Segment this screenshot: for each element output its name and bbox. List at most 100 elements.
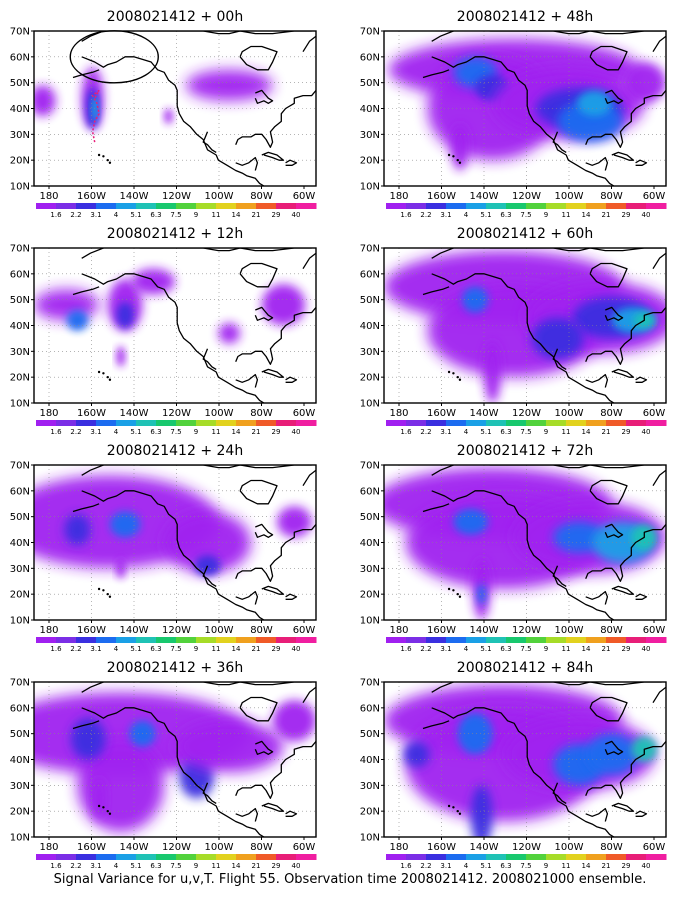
colorbar-swatch [76, 854, 97, 860]
colorbar-swatch [406, 854, 427, 860]
colorbar-swatch [626, 420, 647, 426]
colorbar-label: 2.2 [420, 428, 431, 436]
baja-coastline [202, 565, 217, 587]
hawaii-island [456, 375, 459, 379]
arctic-island-coastline [302, 469, 316, 487]
longitude-tick-label: 140W [120, 191, 149, 202]
colorbar-label: 40 [642, 428, 651, 436]
colorbar: 1.6 2.2 3.1 4 5.1 6.3 7.5 9 11 14 21 29 40 [36, 203, 317, 219]
colorbar-swatch [116, 420, 137, 426]
grid-lines [384, 682, 666, 837]
colorbar-label: 6.3 [150, 211, 161, 219]
colorbar-swatch [36, 854, 57, 860]
cuba-coastline [611, 585, 635, 595]
colorbar-label: 5.1 [480, 211, 491, 219]
latitude-tick-label: 40N [360, 538, 380, 549]
colorbar-swatch [446, 203, 467, 209]
colorbar-label: 7.5 [520, 211, 531, 219]
colorbar-label: 5.1 [130, 211, 141, 219]
longitude-tick-label: 120W [162, 625, 191, 636]
hispaniola-coastline [635, 159, 648, 166]
colorbar-label: 40 [292, 862, 301, 870]
colorbar-label: 4 [114, 862, 119, 870]
variance-contour [164, 511, 251, 574]
colorbar-swatch [506, 420, 527, 426]
colorbar-label: 1.6 [400, 211, 412, 219]
variance-contour [116, 558, 126, 579]
hawaii-island [97, 804, 101, 808]
colorbar-swatch [116, 203, 137, 209]
arctic-island-coastline [652, 686, 666, 704]
colorbar: 1.6 2.2 3.1 4 5.1 6.3 7.5 9 11 14 21 29 40 [36, 854, 317, 870]
colorbar-label: 5.1 [480, 645, 491, 653]
latitude-tick-label: 70N [360, 461, 380, 472]
colorbar-swatch [466, 420, 487, 426]
colorbar-swatch [586, 854, 607, 860]
aleutian-coastline [422, 69, 450, 79]
variance-contour [116, 302, 134, 329]
latitude-tick-label: 30N [360, 564, 380, 575]
variance-contour [462, 286, 489, 313]
colorbar-swatch [486, 420, 507, 426]
colorbar-label: 1.6 [400, 428, 412, 436]
east-coastline [585, 89, 666, 148]
hudson-bay-coastline [589, 479, 628, 505]
latitude-tick-label: 50N [10, 729, 30, 740]
latitude-tick-label: 60N [360, 52, 380, 63]
longitude-tick-label: 60W [293, 408, 316, 419]
colorbar-swatch [486, 854, 507, 860]
variance-contour [109, 511, 141, 538]
latitude-tick-label: 10N [360, 182, 380, 193]
west-coastline [431, 490, 615, 620]
colorbar-label: 29 [622, 211, 631, 219]
colorbar-label: 1.6 [400, 862, 412, 870]
hudson-bay-coastline [239, 696, 278, 722]
colorbar: 1.6 2.2 3.1 4 5.1 6.3 7.5 9 11 14 21 29 40 [386, 854, 667, 870]
colorbar-label: 5.1 [130, 862, 141, 870]
aleutian-coastline [422, 720, 450, 730]
great-lakes-coastline [254, 523, 274, 538]
colorbar-swatch [196, 854, 217, 860]
latitude-tick-label: 30N [360, 347, 380, 358]
colorbar-swatch [386, 420, 407, 426]
colorbar-swatch [196, 203, 217, 209]
north-coastline [431, 465, 662, 476]
variance-contour [470, 785, 493, 837]
longitude-tick-label: 160W [427, 408, 456, 419]
longitude-tick-label: 60W [643, 625, 666, 636]
colorbar-swatch [626, 203, 647, 209]
colorbar-label: 6.3 [150, 645, 161, 653]
latitude-tick-label: 50N [10, 295, 30, 306]
colorbar-swatch [466, 203, 487, 209]
latitude-tick-label: 30N [360, 781, 380, 792]
longitude-tick-label: 140W [120, 408, 149, 419]
latitude-tick-label: 60N [360, 486, 380, 497]
variance-contour [403, 741, 430, 768]
great-lakes-coastline [604, 740, 624, 755]
east-coastline [585, 523, 666, 582]
colorbar-label: 3.1 [90, 211, 101, 219]
colorbar-swatch [196, 420, 217, 426]
colorbar-swatch [96, 203, 117, 209]
colorbar-swatch [606, 203, 627, 209]
latitude-tick-label: 30N [10, 130, 30, 141]
west-coastline [431, 56, 615, 186]
latitude-tick-label: 40N [10, 104, 30, 115]
colorbar-swatch [506, 854, 527, 860]
colorbar-label: 3.1 [90, 862, 101, 870]
latitude-tick-label: 10N [10, 616, 30, 627]
colorbar-label: 9 [194, 862, 198, 870]
colorbar-label: 7.5 [520, 645, 531, 653]
hawaii-island [102, 589, 105, 592]
colorbar-label: 14 [232, 645, 241, 653]
colorbar-swatch [136, 854, 157, 860]
latitude-tick-label: 20N [10, 807, 30, 818]
longitude-tick-label: 120W [162, 842, 191, 853]
colorbar-swatch [216, 637, 237, 643]
variance-contour [70, 718, 106, 760]
hawaii-island [102, 372, 105, 375]
hawaii-island [97, 153, 101, 157]
colorbar-label: 29 [622, 645, 631, 653]
colorbar-label: 7.5 [520, 862, 531, 870]
colorbar-swatch [566, 637, 587, 643]
